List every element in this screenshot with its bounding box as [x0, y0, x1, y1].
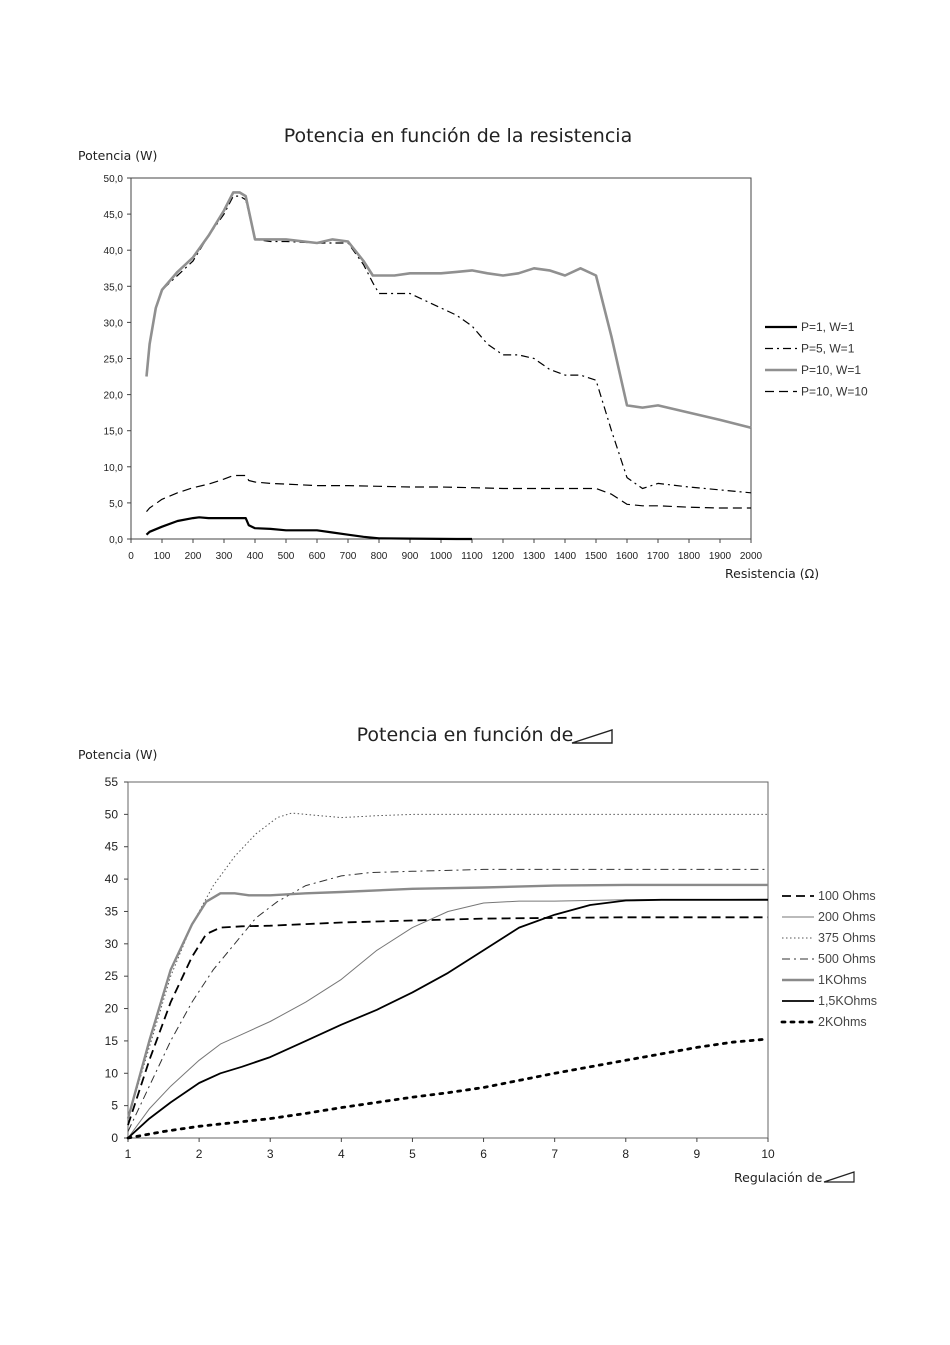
series-line-3 — [146, 474, 751, 512]
series-line-3 — [127, 868, 768, 1132]
legend-label-2: P=10, W=1 — [801, 363, 861, 377]
x-tick-label: 100 — [154, 551, 171, 562]
x-tick-label: 1400 — [554, 551, 577, 562]
chart-2-title-ramp-icon — [571, 729, 613, 744]
y-tick-label: 45,0 — [104, 210, 124, 221]
legend-label-1: P=5, W=1 — [801, 342, 855, 356]
y-tick-label: 5,0 — [109, 499, 123, 510]
x-tick-label: 500 — [278, 551, 295, 562]
y-tick-label: 55 — [105, 775, 119, 789]
x-tick-label: 900 — [402, 551, 419, 562]
y-tick-label: 40,0 — [104, 246, 124, 257]
x-tick-label: 1100 — [461, 551, 483, 562]
y-tick-label: 20,0 — [104, 391, 124, 402]
x-tick-label: 2000 — [740, 551, 763, 562]
chart-2-plot-area — [127, 781, 769, 1139]
series-line-5 — [127, 898, 768, 1139]
legend-label-5: 1,5KOhms — [818, 994, 877, 1008]
y-tick-label: 10,0 — [104, 463, 124, 474]
x-tick-label: 7 — [551, 1147, 558, 1161]
y-tick-label: 5 — [111, 1099, 118, 1113]
x-tick-label: 200 — [185, 551, 202, 562]
chart-2-title: Potencia en función de — [357, 724, 574, 746]
x-tick-label: 1200 — [492, 551, 515, 562]
series-line-4 — [126, 883, 768, 1119]
y-tick-label: 40 — [105, 872, 119, 886]
x-tick-label: 300 — [216, 551, 233, 562]
series-line-1 — [127, 898, 769, 1139]
y-tick-label: 30 — [105, 937, 119, 951]
legend-label-3: 500 Ohms — [818, 952, 876, 966]
legend-label-4: 1KOhms — [818, 973, 867, 987]
x-tick-label: 1 — [125, 1147, 132, 1161]
legend-label-3: P=10, W=10 — [801, 385, 868, 399]
series-line-2 — [145, 191, 752, 430]
y-tick-label: 25 — [105, 969, 119, 983]
x-tick-label: 5 — [409, 1147, 416, 1161]
y-tick-label: 25,0 — [104, 355, 124, 366]
x-tick-label: 1700 — [647, 551, 670, 562]
chart-2-ylabel: Potencia (W) — [78, 747, 157, 762]
x-tick-label: 800 — [371, 551, 388, 562]
y-tick-label: 45 — [105, 840, 119, 854]
x-tick-label: 1000 — [430, 551, 453, 562]
chart-2-xlabel-ramp-icon — [823, 1171, 855, 1183]
y-tick-label: 50,0 — [104, 174, 124, 185]
y-tick-label: 15,0 — [104, 427, 124, 438]
legend-label-2: 375 Ohms — [818, 931, 876, 945]
x-tick-label: 1800 — [678, 551, 701, 562]
x-tick-label: 1600 — [616, 551, 639, 562]
chart-1-title: Potencia en función de la resistencia — [284, 125, 632, 147]
y-tick-label: 20 — [105, 1002, 119, 1016]
y-tick-label: 30,0 — [104, 318, 124, 329]
chart-potencia-resistencia: Potencia en función de la resistencia Po… — [0, 0, 950, 640]
x-tick-label: 1500 — [585, 551, 608, 562]
x-tick-label: 1300 — [523, 551, 546, 562]
chart-potencia-regulacion: Potencia en función de Potencia (W) Regu… — [0, 690, 950, 1250]
y-tick-label: 10 — [105, 1066, 119, 1080]
x-tick-label: 9 — [694, 1147, 701, 1161]
chart-2-xlabel: Regulación de — [734, 1170, 823, 1185]
x-tick-label: 700 — [340, 551, 357, 562]
chart-2-svg: Potencia en función de Potencia (W) Regu… — [78, 724, 877, 1185]
x-tick-label: 600 — [309, 551, 326, 562]
x-tick-label: 4 — [338, 1147, 345, 1161]
series-line-6 — [126, 1037, 770, 1140]
y-tick-label: 15 — [105, 1034, 119, 1048]
legend-label-6: 2KOhms — [818, 1015, 867, 1029]
x-tick-label: 6 — [480, 1147, 487, 1161]
series-line-2 — [127, 812, 768, 1119]
legend-label-1: 200 Ohms — [818, 910, 876, 924]
series-line-1 — [145, 195, 752, 494]
y-tick-label: 50 — [105, 807, 119, 821]
y-tick-label: 35 — [105, 904, 119, 918]
x-tick-label: 0 — [128, 551, 134, 562]
x-tick-label: 3 — [267, 1147, 274, 1161]
series-line-0 — [145, 516, 472, 541]
x-tick-label: 2 — [196, 1147, 203, 1161]
y-tick-label: 0 — [111, 1131, 118, 1145]
x-tick-label: 400 — [247, 551, 264, 562]
legend-label-0: P=1, W=1 — [801, 320, 855, 334]
x-tick-label: 8 — [622, 1147, 629, 1161]
y-tick-label: 0,0 — [109, 535, 123, 546]
y-tick-label: 35,0 — [104, 282, 124, 293]
legend-label-0: 100 Ohms — [818, 889, 876, 903]
chart-1-plot-area — [130, 177, 752, 540]
chart-1-ylabel: Potencia (W) — [78, 148, 157, 163]
chart-1-xlabel: Resistencia (Ω) — [725, 566, 819, 581]
chart-1-svg: Potencia en función de la resistencia Po… — [78, 125, 868, 581]
x-tick-label: 1900 — [709, 551, 732, 562]
x-tick-label: 10 — [761, 1147, 775, 1161]
series-line-0 — [127, 916, 768, 1126]
